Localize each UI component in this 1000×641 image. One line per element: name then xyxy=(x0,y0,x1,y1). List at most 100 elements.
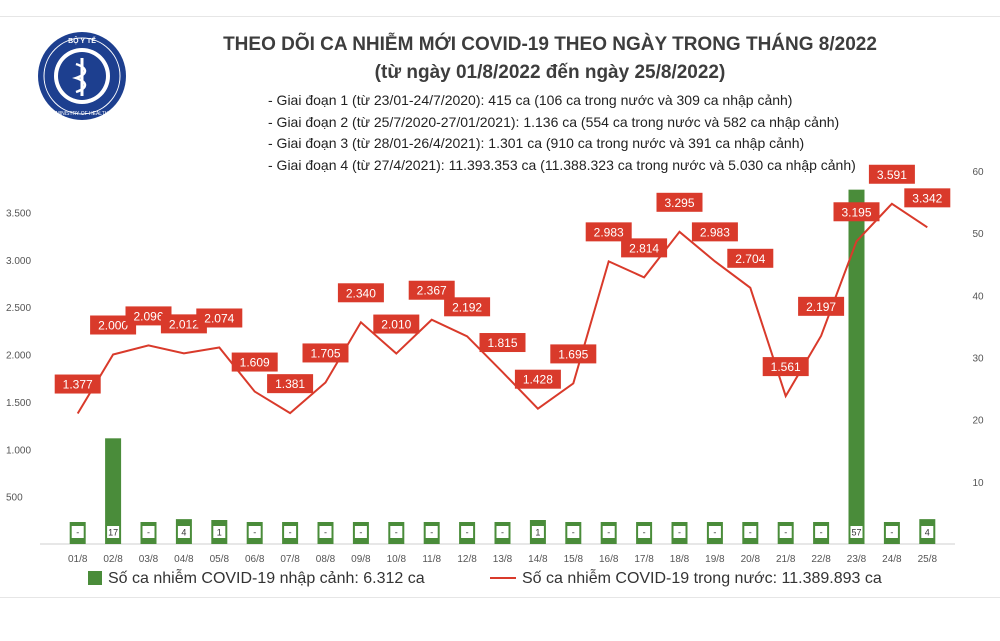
line-value-label: 1.561 xyxy=(771,360,801,374)
bar-value-label: - xyxy=(430,528,433,538)
x-tick-label: 19/8 xyxy=(705,554,725,565)
y-left-tick-label: 2.500 xyxy=(6,303,31,314)
x-tick-label: 13/8 xyxy=(493,554,513,565)
line-label-box xyxy=(621,238,668,258)
line-label-box xyxy=(656,192,703,212)
line-label-box xyxy=(160,314,207,334)
bar-value-label: - xyxy=(359,528,362,538)
x-tick-label: 17/8 xyxy=(634,554,654,565)
line-value-label: 2.704 xyxy=(735,252,765,266)
bar-value-label: 57 xyxy=(851,528,861,538)
line-label-box xyxy=(196,308,243,328)
chart-subtitle: (từ ngày 01/8/2022 đến ngày 25/8/2022) xyxy=(374,62,726,83)
legend-bar-swatch xyxy=(88,571,102,585)
line-value-label: 2.197 xyxy=(806,300,836,314)
bar-label-box xyxy=(885,526,898,538)
bar-label-box xyxy=(779,526,792,538)
bar-value-label: - xyxy=(643,528,646,538)
bar-value-label: - xyxy=(466,528,469,538)
x-tick-label: 11/8 xyxy=(422,554,441,565)
line-value-label: 2.340 xyxy=(346,286,376,300)
y-left-tick-label: 1.500 xyxy=(6,398,31,409)
line-label-box xyxy=(868,164,915,184)
line-value-label: 3.342 xyxy=(912,191,942,205)
chart-title: THEO DÕI CA NHIỄM MỚI COVID-19 THEO NGÀY… xyxy=(223,34,877,55)
line-value-label: 3.295 xyxy=(664,196,694,210)
legend-line-swatch xyxy=(490,577,516,579)
bar-label-box xyxy=(673,526,686,538)
x-tick-label: 18/8 xyxy=(670,554,690,565)
x-tick-label: 07/8 xyxy=(280,554,300,565)
bar-value-label: - xyxy=(820,528,823,538)
bar-label-box xyxy=(461,526,474,538)
line-value-label: 2.814 xyxy=(629,241,659,255)
series-line xyxy=(76,202,928,415)
line-value-label: 2.096 xyxy=(133,309,163,323)
y-left-tick-label: 3.500 xyxy=(6,208,31,219)
x-tick-label: 03/8 xyxy=(139,554,159,565)
line-value-label: 2.983 xyxy=(700,225,730,239)
x-tick-label: 05/8 xyxy=(210,554,230,565)
bar-label-box xyxy=(815,526,828,538)
x-tick-label: 04/8 xyxy=(174,554,194,565)
x-tick-label: 14/8 xyxy=(528,554,548,565)
y-right-tick-label: 60 xyxy=(972,167,984,178)
bar-label-box xyxy=(107,526,120,538)
bar-label-box xyxy=(177,526,190,538)
y-right-tick-label: 50 xyxy=(972,229,984,240)
y-right-tick-label: 40 xyxy=(972,291,984,302)
x-tick-label: 09/8 xyxy=(351,554,371,565)
stage-3-text: - Giai đoạn 3 (từ 28/01-26/4/2021): 1.30… xyxy=(268,135,805,151)
bar-value-label: - xyxy=(749,528,752,538)
line-label-box xyxy=(231,352,278,372)
line-value-label: 2.012 xyxy=(169,317,199,331)
x-tick-label: 01/8 xyxy=(68,554,88,565)
bar xyxy=(848,189,865,544)
line-label-box xyxy=(54,374,101,394)
line-label-box xyxy=(691,222,738,242)
bar-value-label: - xyxy=(607,528,610,538)
stage-summary: - Giai đoạn 1 (từ 23/01-24/7/2020): 415 … xyxy=(268,90,856,176)
line-value-label: 1.428 xyxy=(523,373,553,387)
line-label-box xyxy=(479,333,526,353)
bar-label-box xyxy=(602,526,615,538)
x-tick-label: 02/8 xyxy=(103,554,123,565)
x-tick-label: 25/8 xyxy=(918,554,938,565)
bar-value-label: - xyxy=(678,528,681,538)
bar-value-label: - xyxy=(289,528,292,538)
x-tick-label: 21/8 xyxy=(776,554,796,565)
line-value-label: 1.705 xyxy=(310,346,340,360)
y-left-tick-label: 500 xyxy=(6,493,23,504)
bar-value-label: 17 xyxy=(108,528,118,538)
bar-value-label: - xyxy=(784,528,787,538)
line-label-box xyxy=(302,343,349,363)
bar-value-label: - xyxy=(890,528,893,538)
stage-2-text: - Giai đoạn 2 (từ 25/7/2020-27/01/2021):… xyxy=(268,113,840,130)
line-label-box xyxy=(267,374,314,394)
legend-line-label: Số ca nhiễm COVID-19 trong nước: 11.389.… xyxy=(522,570,882,587)
x-tick-label: 20/8 xyxy=(741,554,761,565)
x-tick-label: 12/8 xyxy=(457,554,477,565)
bar-label-box xyxy=(425,526,438,538)
bar-label-box xyxy=(496,526,509,538)
line-label-box xyxy=(727,248,774,268)
bar-value-label: 1 xyxy=(217,528,222,538)
bar-label-box xyxy=(354,526,367,538)
bar-label-box xyxy=(708,526,721,538)
bar-value-label: - xyxy=(253,528,256,538)
bar-label-box xyxy=(850,526,863,538)
bar-value-label: 1 xyxy=(535,528,540,538)
line-value-label: 1.695 xyxy=(558,347,588,361)
line-label-box xyxy=(90,315,137,335)
bar-label-box xyxy=(638,526,651,538)
svg-text:BỘ Y TẾ: BỘ Y TẾ xyxy=(68,35,96,45)
bar-value-label: - xyxy=(147,528,150,538)
y-left-tick-label: 1.000 xyxy=(6,445,31,456)
x-tick-label: 22/8 xyxy=(811,554,831,565)
x-tick-label: 06/8 xyxy=(245,554,265,565)
line-label-box xyxy=(337,283,384,303)
y-right-tick-label: 20 xyxy=(972,416,984,427)
line-value-label: 2.000 xyxy=(98,319,128,333)
x-tick-label: 24/8 xyxy=(882,554,902,565)
